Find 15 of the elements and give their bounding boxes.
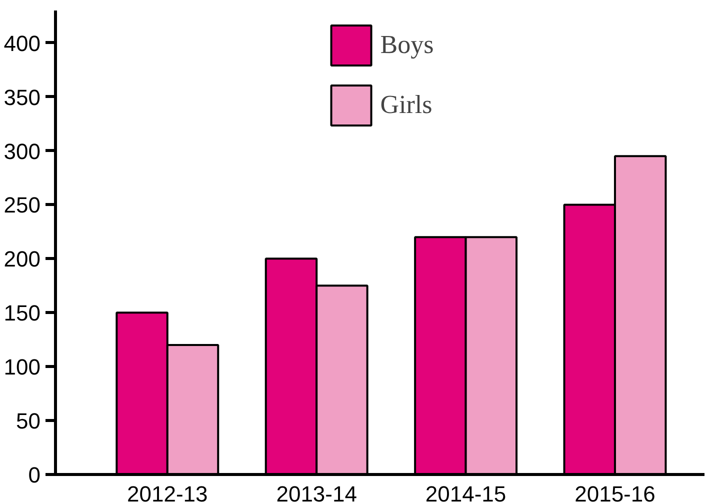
- x-tick-label: 2013-14: [276, 482, 357, 504]
- y-tick-label: 0: [28, 462, 41, 488]
- y-tick-label: 350: [4, 84, 41, 110]
- x-tick-label: 2015-16: [574, 482, 656, 504]
- y-tick-label: 400: [4, 30, 41, 56]
- y-tick-label: 200: [4, 246, 41, 272]
- y-tick-label: 150: [4, 300, 41, 326]
- y-tick-label: 100: [4, 354, 41, 380]
- y-tick-label: 50: [16, 408, 41, 434]
- x-tick-label: 2012-13: [127, 482, 208, 504]
- y-tick-label: 250: [4, 192, 41, 218]
- y-tick-label: 300: [4, 138, 41, 164]
- x-tick-label: 2014-15: [425, 482, 506, 504]
- legend-label: Boys: [380, 30, 434, 60]
- legend-label: Girls: [380, 90, 432, 120]
